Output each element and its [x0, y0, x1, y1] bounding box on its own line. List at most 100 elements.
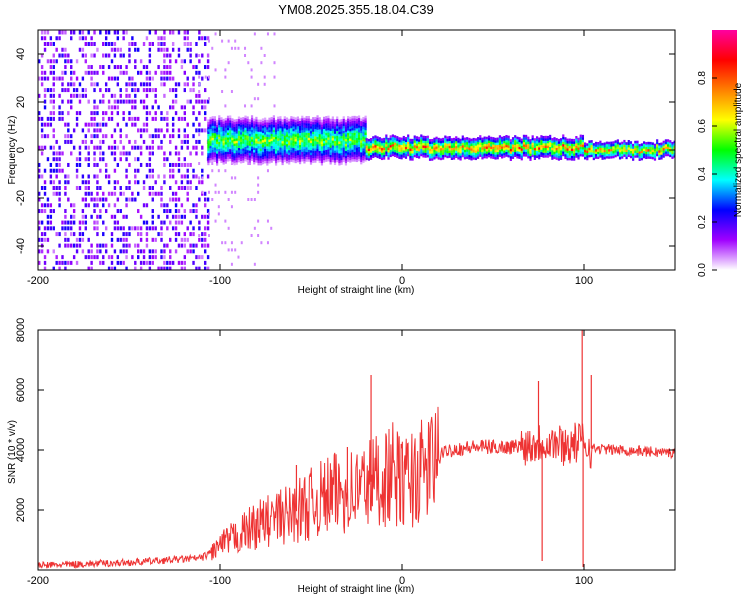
heatmap-cell: [333, 124, 337, 127]
heatmap-cell: [385, 148, 388, 152]
heatmap-cell: [67, 59, 70, 64]
heatmap-cell: [90, 249, 93, 254]
heatmap-cell: [323, 147, 326, 151]
heatmap-cell: [226, 130, 230, 133]
heatmap-cell: [566, 150, 569, 154]
y-tick-label: 20: [15, 96, 27, 108]
heatmap-cell: [365, 147, 368, 151]
heatmap-cell: [426, 138, 429, 141]
heatmap-cell: [207, 155, 210, 158]
heatmap-cell: [75, 76, 79, 81]
heatmap-cell: [320, 155, 324, 159]
heatmap-cell: [296, 152, 300, 156]
heatmap-cell: [264, 136, 267, 140]
heatmap-cell: [264, 160, 267, 164]
heatmap-cell: [203, 116, 207, 121]
heatmap-cell: [431, 143, 434, 147]
heatmap-cell: [329, 121, 332, 124]
heatmap-cell: [102, 99, 105, 104]
heatmap-cell: [242, 136, 245, 139]
heatmap-cell: [277, 157, 280, 161]
heatmap-cell: [160, 226, 163, 231]
heatmap-cell: [594, 149, 598, 152]
heatmap-cell: [656, 153, 659, 157]
heatmap-cell: [72, 232, 76, 237]
heatmap-cell: [372, 138, 375, 142]
heatmap-cell: [163, 47, 166, 52]
heatmap-cell: [383, 145, 386, 148]
heatmap-cell: [562, 151, 565, 154]
heatmap-cell: [298, 118, 302, 121]
heatmap-cell: [279, 142, 282, 146]
heatmap-cell: [349, 133, 352, 137]
heatmap-cell: [137, 255, 140, 260]
heatmap-cell: [49, 88, 53, 93]
heatmap-cell: [396, 143, 399, 146]
heatmap-cell: [592, 157, 595, 161]
heatmap-cell: [61, 260, 64, 265]
heatmap-cell: [211, 159, 214, 162]
heatmap-cell: [110, 116, 114, 121]
heatmap-cell: [594, 146, 598, 150]
heatmap-cell: [110, 105, 114, 110]
heatmap-cell: [355, 130, 358, 134]
heatmap-cell: [463, 154, 467, 157]
heatmap-cell: [222, 135, 225, 139]
heatmap-cell: [327, 125, 330, 128]
heatmap-cell: [72, 214, 76, 219]
heatmap-cell: [383, 154, 386, 158]
heatmap-cell: [211, 140, 214, 143]
heatmap-cell: [268, 120, 271, 123]
heatmap-cell: [233, 153, 236, 156]
heatmap-cell: [476, 139, 480, 143]
heatmap-cell: [422, 140, 425, 144]
heatmap-cell: [166, 214, 169, 219]
heatmap-cell: [87, 180, 90, 185]
heatmap-cell: [224, 120, 227, 123]
heatmap-cell: [603, 154, 606, 158]
heatmap-cell: [492, 139, 495, 143]
heatmap-cell: [122, 214, 125, 219]
heatmap-cell: [325, 159, 328, 162]
heatmap-cell: [116, 76, 120, 81]
heatmap-cell: [274, 139, 278, 142]
heatmap-cell: [309, 135, 313, 139]
heatmap-cell: [298, 144, 302, 148]
heatmap-cell: [38, 168, 41, 173]
heatmap-cell: [570, 141, 574, 144]
heatmap-cell: [58, 157, 61, 162]
heatmap-cell: [301, 154, 304, 157]
heatmap-cell: [424, 138, 427, 141]
heatmap-cell: [518, 141, 521, 145]
heatmap-cell: [367, 146, 370, 149]
heatmap-cell: [307, 144, 310, 148]
heatmap-cell: [222, 138, 225, 141]
heatmap-cell: [487, 152, 491, 155]
heatmap-cell: [113, 105, 117, 110]
heatmap-cell: [110, 260, 114, 265]
heatmap-cell: [444, 135, 447, 139]
heatmap-cell: [431, 146, 434, 149]
heatmap-cell: [357, 134, 361, 138]
heatmap-cell: [288, 157, 291, 160]
heatmap-cell: [145, 65, 149, 70]
heatmap-cell: [261, 151, 265, 155]
heatmap-cell: [393, 152, 397, 155]
heatmap-cell: [616, 146, 619, 150]
heatmap-cell: [248, 121, 251, 125]
heatmap-cell: [483, 141, 486, 144]
heatmap-cell: [662, 152, 665, 156]
heatmap-cell: [67, 226, 70, 231]
heatmap-cell: [266, 146, 269, 149]
heatmap-cell: [323, 138, 326, 141]
heatmap-cell: [207, 160, 210, 163]
heatmap-cell: [206, 220, 210, 225]
heatmap-cell: [49, 209, 53, 214]
heatmap-cell: [355, 118, 358, 122]
heatmap-cell: [669, 154, 672, 158]
heatmap-cell: [268, 134, 271, 138]
heatmap-cell: [128, 99, 131, 104]
heatmap-cell: [169, 249, 172, 254]
heatmap-cell: [78, 232, 82, 237]
y-tick-label: 8000: [15, 318, 27, 342]
